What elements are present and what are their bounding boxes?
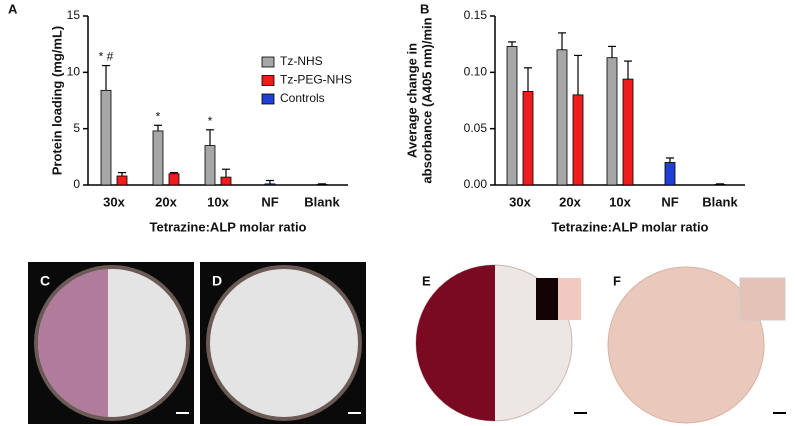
bar	[622, 78, 634, 186]
legend-swatch	[261, 75, 275, 86]
bar	[152, 130, 164, 186]
bar	[168, 173, 180, 186]
x-tick-label: 20x	[559, 194, 581, 209]
bar	[116, 175, 128, 186]
y-tick-label: 5	[73, 121, 80, 135]
legend-label: Controls	[280, 91, 325, 105]
image-f: F	[596, 262, 792, 424]
x-tick-label: 30x	[103, 194, 125, 209]
y-tick-label: 0.00	[464, 177, 488, 191]
x-tick-label: 30x	[509, 194, 531, 209]
image-e: E	[406, 262, 587, 424]
x-axis-title: Tetrazine:ALP molar ratio	[552, 219, 709, 234]
image-label: D	[212, 273, 222, 289]
x-tick-label: 10x	[609, 194, 631, 209]
image-label: C	[40, 273, 50, 289]
legend-swatch	[261, 56, 275, 68]
bar	[572, 94, 584, 186]
y-tick-label: 10	[67, 65, 81, 79]
x-tick-label: Blank	[702, 194, 738, 209]
y-axis-title: absorbance (A405 nm)/min	[419, 17, 434, 183]
annotation: *	[156, 109, 161, 123]
bar	[556, 49, 568, 186]
y-axis-title: Protein loading (mg/mL)	[49, 26, 64, 176]
bar	[522, 91, 534, 186]
bar	[664, 162, 676, 186]
y-tick-label: 0.15	[464, 8, 488, 22]
bar	[264, 183, 276, 186]
y-tick-label: 0.10	[464, 65, 488, 79]
bar	[100, 89, 112, 186]
legend-label: Tz-PEG-NHS	[280, 73, 352, 87]
x-tick-label: NF	[661, 194, 678, 209]
y-tick-label: 0.05	[464, 121, 488, 135]
bar	[606, 57, 618, 186]
x-tick-label: 10x	[207, 194, 229, 209]
x-tick-label: NF	[261, 194, 278, 209]
image-d: D	[200, 262, 366, 424]
panel-label: B	[420, 1, 429, 16]
panel-label: A	[8, 1, 18, 16]
bar	[316, 184, 328, 186]
bar	[714, 184, 726, 186]
bar	[204, 145, 216, 186]
bar	[220, 176, 232, 186]
y-axis-title: Average change in	[404, 43, 419, 158]
legend-label: Tz-NHS	[280, 54, 323, 68]
legend-swatch	[261, 93, 275, 105]
y-tick-label: 15	[67, 8, 81, 22]
bar	[506, 46, 518, 186]
x-axis-title: Tetrazine:ALP molar ratio	[150, 219, 307, 234]
annotation: * #	[99, 50, 114, 64]
y-tick-label: 0	[73, 177, 80, 191]
x-tick-label: 20x	[155, 194, 177, 209]
image-label: E	[422, 273, 431, 288]
image-c: C	[28, 262, 194, 424]
x-tick-label: Blank	[304, 194, 340, 209]
annotation: *	[208, 114, 213, 128]
image-label: F	[613, 273, 621, 288]
